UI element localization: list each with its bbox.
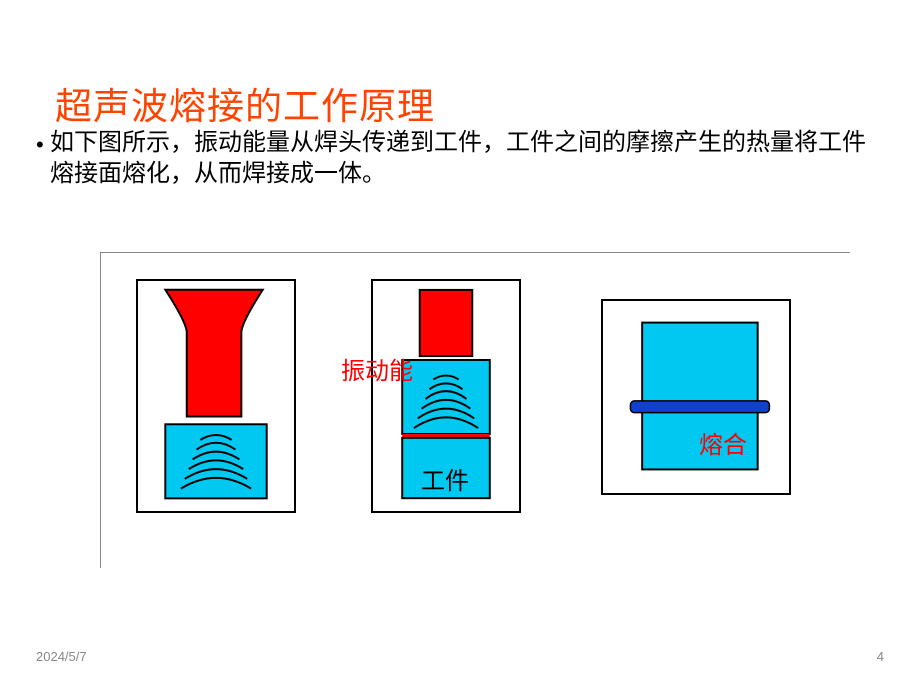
label-horn: 焊头 xyxy=(190,367,238,402)
diagram-3-svg xyxy=(603,301,789,493)
diagram-panel-1: 焊头 xyxy=(136,279,296,513)
footer-date: 2024/5/7 xyxy=(36,649,87,664)
footer-page-number: 4 xyxy=(877,649,884,664)
title-text: 超声波熔接的工作原理 xyxy=(55,86,435,127)
diagram-panel-3: 熔合 xyxy=(601,299,791,495)
desc-text: 如下图所示，振动能量从焊头传递到工件，工件之间的摩擦产生的热量将工件熔接面熔化，… xyxy=(50,129,866,187)
bullet-dot: • xyxy=(36,132,44,158)
label-workpiece: 工件 xyxy=(421,461,469,496)
label-fuse: 熔合 xyxy=(699,425,747,460)
slide-title: 超声波熔接的工作原理 xyxy=(55,76,435,130)
figure-frame: 焊头 xyxy=(100,252,850,568)
slide-description: 如下图所示，振动能量从焊头传递到工件，工件之间的摩擦产生的热量将工件熔接面熔化，… xyxy=(50,128,880,189)
label-vibration-energy: 振动能 xyxy=(341,351,413,386)
